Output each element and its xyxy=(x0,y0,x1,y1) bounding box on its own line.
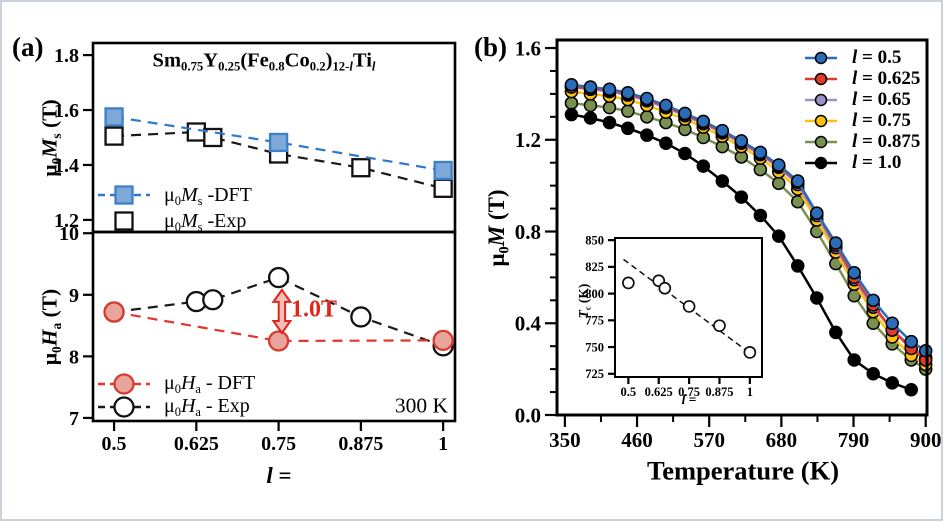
legend-item-ha-exp: μ0Ha - Exp xyxy=(96,395,255,418)
a-x-axis-label: l = xyxy=(266,463,292,488)
legend-label-ha-dft: μ0Ha - DFT xyxy=(164,372,256,396)
ha-dft-marker-icon xyxy=(96,372,152,395)
svg-text:0.75: 0.75 xyxy=(261,433,296,455)
svg-text:0.0: 0.0 xyxy=(515,403,541,427)
svg-text:1: 1 xyxy=(747,385,753,399)
svg-text:1.2: 1.2 xyxy=(515,128,541,152)
svg-text:680: 680 xyxy=(766,428,798,452)
svg-text:750: 750 xyxy=(585,340,604,354)
svg-text:0.4: 0.4 xyxy=(515,312,542,336)
svg-text:7: 7 xyxy=(69,408,79,430)
legend-item-ha-dft: μ0Ha - DFT xyxy=(96,372,255,395)
legend-label-ha-exp: μ0Ha - Exp xyxy=(164,395,250,419)
svg-text:0.75: 0.75 xyxy=(678,385,700,399)
svg-text:1.6: 1.6 xyxy=(515,36,541,60)
svg-text:570: 570 xyxy=(693,428,725,452)
legend-b: l = 0.5 l = 0.625 l = 0.65 l = 0.75 l = … xyxy=(803,47,920,173)
legend-item-l-0p5: l = 0.5 xyxy=(803,47,920,68)
svg-text:10: 10 xyxy=(59,223,79,245)
b-x-axis-label: Temperature (K) xyxy=(646,455,840,486)
temperature-annotation: 300 K xyxy=(394,393,448,418)
svg-text:350: 350 xyxy=(549,428,581,452)
legend-item-ms-dft: μ0Ms -DFT xyxy=(96,182,252,208)
svg-text:1.6: 1.6 xyxy=(54,100,79,122)
panel-a-title: Sm0.75Y0.25(Fe0.8Co0.2)12-lTil xyxy=(152,49,376,74)
legend-label-l-0p75: l = 0.75 xyxy=(852,109,911,131)
legend-label-l-1p0: l = 1.0 xyxy=(852,151,902,173)
svg-text:0.875: 0.875 xyxy=(338,433,383,455)
l-0p875-marker-icon xyxy=(803,134,839,150)
legend-item-l-0p65: l = 0.65 xyxy=(803,89,920,110)
svg-text:900: 900 xyxy=(910,428,942,452)
legend-item-l-0p75: l = 0.75 xyxy=(803,110,920,131)
a-bottom-y-axis-label: μ0Ha (T) xyxy=(37,288,64,366)
ms-dft-marker-icon xyxy=(96,183,152,207)
legend-label-l-0p65: l = 0.65 xyxy=(852,88,911,110)
l-0p625-marker-icon xyxy=(803,71,839,87)
legend-label-ms-exp: μ0Ms -Exp xyxy=(164,209,247,234)
svg-text:9: 9 xyxy=(69,285,79,307)
svg-text:790: 790 xyxy=(838,428,870,452)
inset-x-axis-label: l = xyxy=(681,392,697,407)
legend-item-l-1p0: l = 1.0 xyxy=(803,152,920,173)
svg-text:850: 850 xyxy=(585,234,604,248)
legend-label-l-0p875: l = 0.875 xyxy=(852,130,921,152)
legend-a-bottom: μ0Ha - DFT μ0Ha - Exp xyxy=(96,372,255,418)
legend-a-top: μ0Ms -DFT μ0Ms -Exp xyxy=(96,182,252,234)
svg-text:1.4: 1.4 xyxy=(54,155,79,177)
a-top-y-axis-label: μ0Ms (T) xyxy=(37,99,64,177)
svg-text:0.8: 0.8 xyxy=(515,220,541,244)
svg-text:725: 725 xyxy=(585,367,604,381)
ms-exp-marker-icon xyxy=(96,209,152,233)
panel-b-label: (b) xyxy=(474,32,507,62)
legend-item-ms-exp: μ0Ms -Exp xyxy=(96,208,252,234)
ha-exp-marker-icon xyxy=(96,395,152,418)
l-0p65-marker-icon xyxy=(803,92,839,108)
legend-item-l-0p875: l = 0.875 xyxy=(803,131,920,152)
svg-text:1.2: 1.2 xyxy=(54,210,79,232)
svg-text:460: 460 xyxy=(621,428,653,452)
svg-text:825: 825 xyxy=(585,260,604,274)
svg-text:1: 1 xyxy=(438,433,448,455)
l-1p0-marker-icon xyxy=(803,155,839,171)
legend-label-l-0p5: l = 0.5 xyxy=(852,46,902,68)
svg-text:8: 8 xyxy=(69,346,79,368)
svg-text:0.625: 0.625 xyxy=(174,433,219,455)
svg-text:0.5: 0.5 xyxy=(621,385,637,399)
l-0p5-marker-icon xyxy=(803,50,839,66)
svg-text:0.875: 0.875 xyxy=(705,385,733,399)
legend-item-l-0p625: l = 0.625 xyxy=(803,68,920,89)
legend-label-ms-dft: μ0Ms -DFT xyxy=(164,183,252,208)
delta-ha-annotation: 1.0T xyxy=(291,296,338,323)
b-y-axis-label: μ0M (T) xyxy=(484,189,513,267)
legend-label-l-0p625: l = 0.625 xyxy=(852,67,921,89)
l-0p75-marker-icon xyxy=(803,113,839,129)
svg-text:0.5: 0.5 xyxy=(102,433,127,455)
inset-y-axis-label: Tc (K) xyxy=(576,283,593,319)
svg-text:800: 800 xyxy=(585,287,604,301)
svg-text:775: 775 xyxy=(585,314,604,328)
svg-text:0.625: 0.625 xyxy=(645,385,673,399)
svg-text:1.8: 1.8 xyxy=(54,45,79,67)
panel-a-label: (a) xyxy=(12,32,44,62)
